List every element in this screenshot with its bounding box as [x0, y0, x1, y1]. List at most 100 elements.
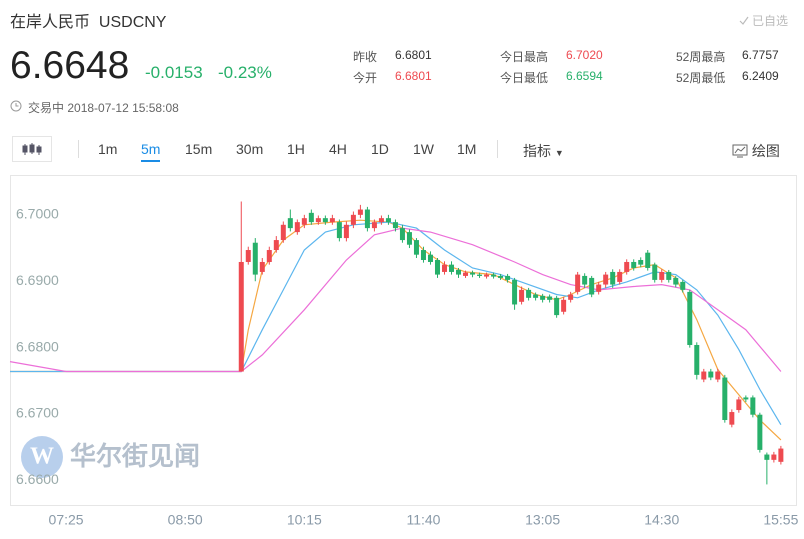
candle-body — [406, 232, 412, 245]
candle-body — [673, 277, 679, 285]
candle-body — [484, 274, 490, 277]
candle-body — [701, 371, 707, 380]
status: 交易中 2018-07-12 15:58:08 — [28, 99, 179, 116]
candle-body — [666, 271, 672, 280]
draw-icon — [732, 144, 748, 158]
watermark: W 华尔街见闻 — [21, 436, 200, 478]
candle-body — [259, 261, 265, 272]
candle-body — [596, 284, 602, 292]
candle-body — [687, 291, 693, 345]
candle-body — [680, 281, 686, 290]
candle-body — [708, 371, 714, 378]
stat-value: 6.6594 — [566, 69, 603, 83]
interval-tab[interactable]: 1H — [287, 141, 305, 157]
candle-body — [245, 250, 251, 262]
candle-body — [498, 275, 504, 278]
interval-tab[interactable]: 1M — [457, 141, 477, 157]
candle-body — [301, 218, 307, 225]
change-pct: -0.23% — [218, 63, 272, 82]
candle-body — [505, 275, 511, 280]
code: USDCNY — [98, 14, 167, 31]
candle-body — [441, 264, 447, 272]
candle-body — [322, 218, 328, 223]
stat-label: 今开 — [353, 71, 378, 85]
candle-body — [582, 275, 588, 285]
candle-body — [378, 218, 384, 223]
stat-value: 6.2409 — [742, 69, 779, 83]
candle-body — [729, 412, 735, 425]
candle-body — [757, 414, 763, 450]
candle-body — [357, 209, 363, 215]
y-tick-label: 6.6900 — [16, 272, 59, 288]
stat-label: 52周最低 — [676, 71, 726, 85]
candle-body — [575, 274, 581, 292]
indicator-button[interactable]: 指标 ▼ — [523, 143, 564, 159]
candle-body — [540, 295, 546, 300]
candle-body — [624, 261, 630, 272]
interval-tab[interactable]: 15m — [185, 141, 213, 157]
ma-line — [9, 227, 782, 373]
candle-body — [238, 261, 244, 372]
candle-body — [659, 271, 665, 280]
candle-body — [610, 271, 616, 285]
interval-tab[interactable]: 1D — [371, 141, 389, 157]
candle-body — [771, 454, 777, 460]
candle-body — [694, 344, 700, 375]
candle-body — [750, 397, 756, 415]
candle-body — [385, 218, 391, 223]
candle-body — [477, 274, 483, 276]
candle-body — [568, 294, 574, 300]
candle-body — [526, 289, 532, 298]
interval-tab[interactable]: 30m — [236, 141, 264, 157]
y-tick-label: 6.6700 — [16, 405, 59, 421]
interval-tab[interactable]: 5m — [141, 141, 161, 162]
candle-body — [420, 250, 426, 260]
check-icon — [739, 16, 749, 25]
interval-tab[interactable]: 4H — [329, 141, 347, 157]
time: 2018-07-12 15:58:08 — [67, 101, 179, 115]
candle-body — [652, 264, 658, 280]
candle-body — [371, 222, 377, 229]
candle-body — [722, 377, 728, 421]
candle-body — [434, 259, 440, 275]
instrument: 在岸人民币 USDCNY — [10, 8, 166, 32]
candle-body — [449, 264, 455, 272]
candle-body — [413, 240, 419, 255]
draw-label: 绘图 — [751, 143, 780, 159]
y-tick-label: 6.6600 — [16, 471, 59, 487]
watch-label: 已自选 — [751, 14, 788, 28]
price: 6.6648 — [10, 44, 130, 87]
interval-tab[interactable]: 1W — [413, 141, 434, 157]
interval-tab[interactable]: 1m — [98, 141, 118, 157]
watch-button[interactable]: 已自选 — [739, 12, 788, 29]
stat-label: 今日最高 — [500, 50, 549, 64]
candle-body — [280, 224, 286, 241]
y-tick-label: 6.7000 — [16, 206, 59, 222]
candle-body — [470, 272, 476, 275]
candle-body — [554, 297, 560, 316]
candle-body — [427, 254, 433, 262]
candle-body — [315, 218, 321, 223]
x-tick-label: 11:40 — [406, 512, 440, 528]
svg-text:W: W — [30, 444, 54, 470]
stat-value: 6.6801 — [395, 69, 432, 83]
candle-body — [308, 212, 314, 223]
candle-icon — [22, 143, 42, 155]
chart-type-button[interactable] — [12, 136, 52, 162]
candle-body — [392, 222, 398, 229]
chart-frame — [10, 175, 797, 506]
candle-body — [456, 269, 462, 275]
separator — [497, 140, 498, 158]
candle-body — [778, 448, 784, 462]
candle-body — [399, 228, 405, 241]
stat-value: 6.7020 — [566, 48, 603, 62]
candle-body — [252, 242, 258, 275]
stat-value: 6.6801 — [395, 48, 432, 62]
candle-body — [343, 224, 349, 239]
draw-button[interactable]: 绘图 — [732, 141, 780, 161]
candle-body — [329, 218, 335, 223]
watermark-text: 华尔街见闻 — [70, 441, 200, 471]
candle-body — [463, 272, 469, 276]
